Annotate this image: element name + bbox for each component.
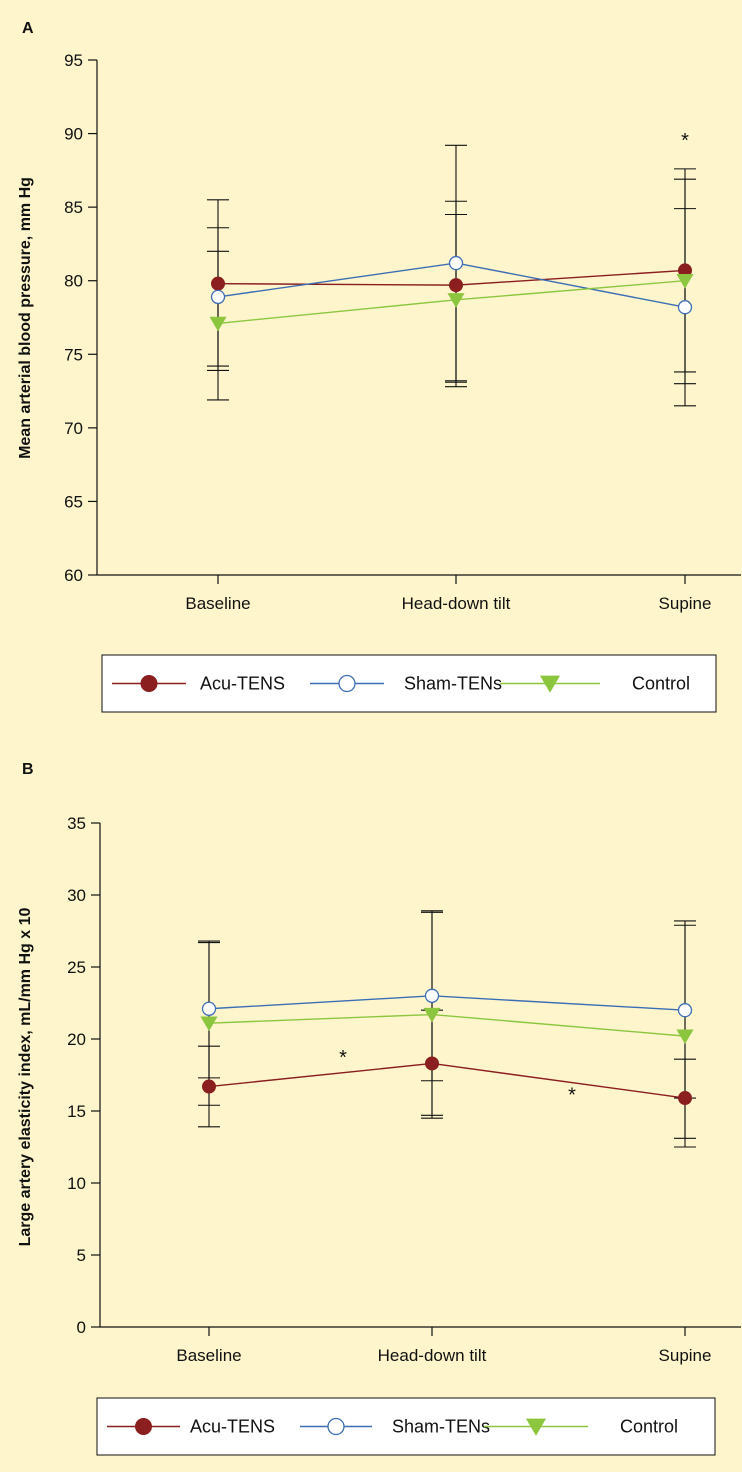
panel-b-y-tick-label: 10 (67, 1174, 86, 1193)
panel-b-point-0 (202, 1079, 216, 1094)
panel-a-y-tick-label: 85 (64, 198, 83, 217)
panel-a-point-0 (211, 276, 225, 291)
panel-a-point-2 (676, 274, 694, 289)
panel-b-legend-marker (525, 1418, 547, 1436)
panel-a-legend-marker (338, 674, 356, 693)
panel-b-category-label: Head-down tilt (378, 1346, 487, 1365)
panel-a-legend-label: Control (632, 674, 690, 694)
panel-b-point-2 (200, 1016, 218, 1032)
panel-b-letter: B (22, 761, 34, 778)
panel-b-y-tick-label: 20 (67, 1030, 86, 1049)
panel-b-point-1 (424, 988, 440, 1003)
panel-a-legend (101, 654, 717, 713)
panel-a-category-label: Head-down tilt (402, 594, 511, 613)
panel-b-series-line-0 (208, 1062, 686, 1099)
panel-a-y-tick-label: 60 (64, 566, 83, 585)
panel-b-legend (96, 1397, 716, 1456)
panel-b-y-tick-label: 0 (77, 1318, 86, 1337)
panel-a-point-1 (677, 300, 693, 315)
panel-a-point-2 (209, 316, 227, 332)
panel-a-legend-marker (140, 675, 158, 692)
panel-a-y-tick-label: 90 (64, 125, 83, 144)
panel-a-y-tick-label: 80 (64, 272, 83, 291)
panel-b-category-label: Supine (659, 1346, 712, 1365)
panel-a-point-2 (447, 293, 465, 308)
panel-b-point-2 (676, 1029, 694, 1045)
panel-b-point-1 (677, 1003, 693, 1018)
panel-b-y-tick-label: 5 (77, 1246, 86, 1265)
panel-b-series-line-2 (208, 1013, 686, 1037)
panel-a-point-1 (210, 289, 226, 305)
panel-a-legend-label: Acu-TENS (200, 674, 285, 694)
panel-a-point-0 (449, 278, 463, 293)
panel-b-point-0 (678, 1091, 692, 1106)
panel-b-y-tick-label: 35 (67, 814, 86, 833)
panel-a-y-axis-title: Mean arterial blood pressure, mm Hg (17, 177, 34, 459)
panel-b-significance-asterisk: * (568, 1084, 576, 1106)
panel-a-letter: A (22, 20, 34, 37)
panel-b-y-tick-label: 15 (67, 1102, 86, 1121)
panel-b-significance-asterisk: * (339, 1047, 347, 1069)
panel-b-y-tick-label: 25 (67, 958, 86, 977)
panel-b-category-label: Baseline (176, 1346, 241, 1365)
panel-b-legend-marker (135, 1418, 152, 1435)
panel-b-legend-label: Control (620, 1417, 678, 1437)
panel-b-legend-marker (327, 1417, 345, 1436)
panel-b-point-2 (423, 1007, 441, 1023)
panel-a-y-tick-label: 75 (64, 345, 83, 364)
panel-b-y-axis-title: Large artery elasticity index, mL/mm Hg … (17, 908, 34, 1247)
panel-a-y-tick-label: 95 (64, 51, 83, 70)
panel-b-legend-label: Acu-TENS (190, 1417, 275, 1437)
panel-b-legend-label: Sham-TENs (392, 1417, 490, 1437)
panel-a-category-label: Supine (659, 594, 712, 613)
panel-a-legend-marker (539, 675, 561, 693)
panel-a-y-tick-label: 70 (64, 419, 83, 438)
panel-b-series-line-1 (208, 995, 686, 1011)
panel-a-significance-asterisk: * (681, 130, 689, 152)
panel-b-y-tick-label: 30 (67, 886, 86, 905)
panel-a-category-label: Baseline (185, 594, 250, 613)
panel-a-point-1 (448, 255, 464, 271)
panel-b-point-0 (425, 1056, 439, 1071)
panel-b-point-1 (201, 1001, 217, 1016)
panel-a-y-tick-label: 65 (64, 492, 83, 511)
panel-a-legend-label: Sham-TENs (404, 674, 502, 694)
